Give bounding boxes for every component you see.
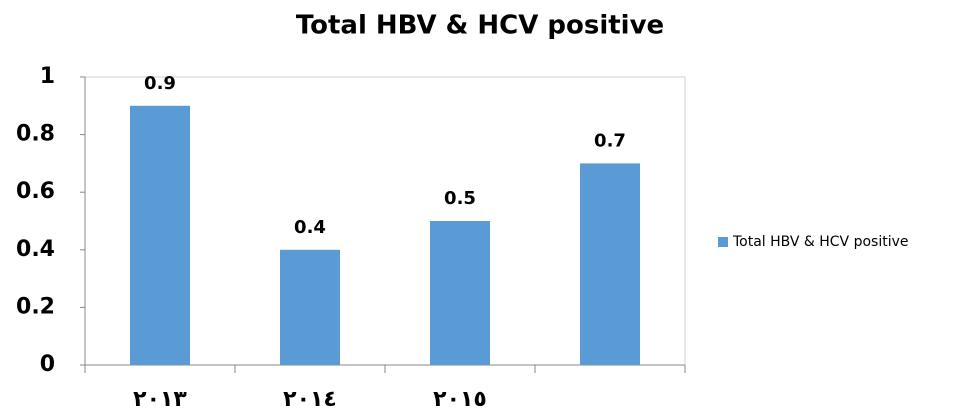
chart-title: Total HBV & HCV positive [296,11,664,41]
bar [580,163,640,365]
y-tick-label: 0.2 [16,294,55,319]
x-tick-label: ٢٠١٥ [433,387,487,412]
x-tick-label: ٢٠١٤ [283,387,337,412]
y-tick-label: 0.8 [16,122,55,147]
data-label: 0.5 [444,188,476,209]
data-label: 0.9 [144,73,176,94]
y-tick-label: 0.6 [16,179,55,204]
bar [280,249,340,365]
y-tick-label: 0 [40,352,55,377]
y-tick-label: 1 [40,64,55,89]
y-tick-label: 0.4 [16,237,55,262]
data-label: 0.4 [294,217,326,238]
x-tick-label: ٢٠١٣ [133,387,187,412]
bar [130,105,190,366]
data-label: 0.7 [594,130,626,151]
legend-label: Total HBV & HCV positive [732,234,909,250]
bar [430,221,490,365]
legend-swatch [718,237,728,247]
